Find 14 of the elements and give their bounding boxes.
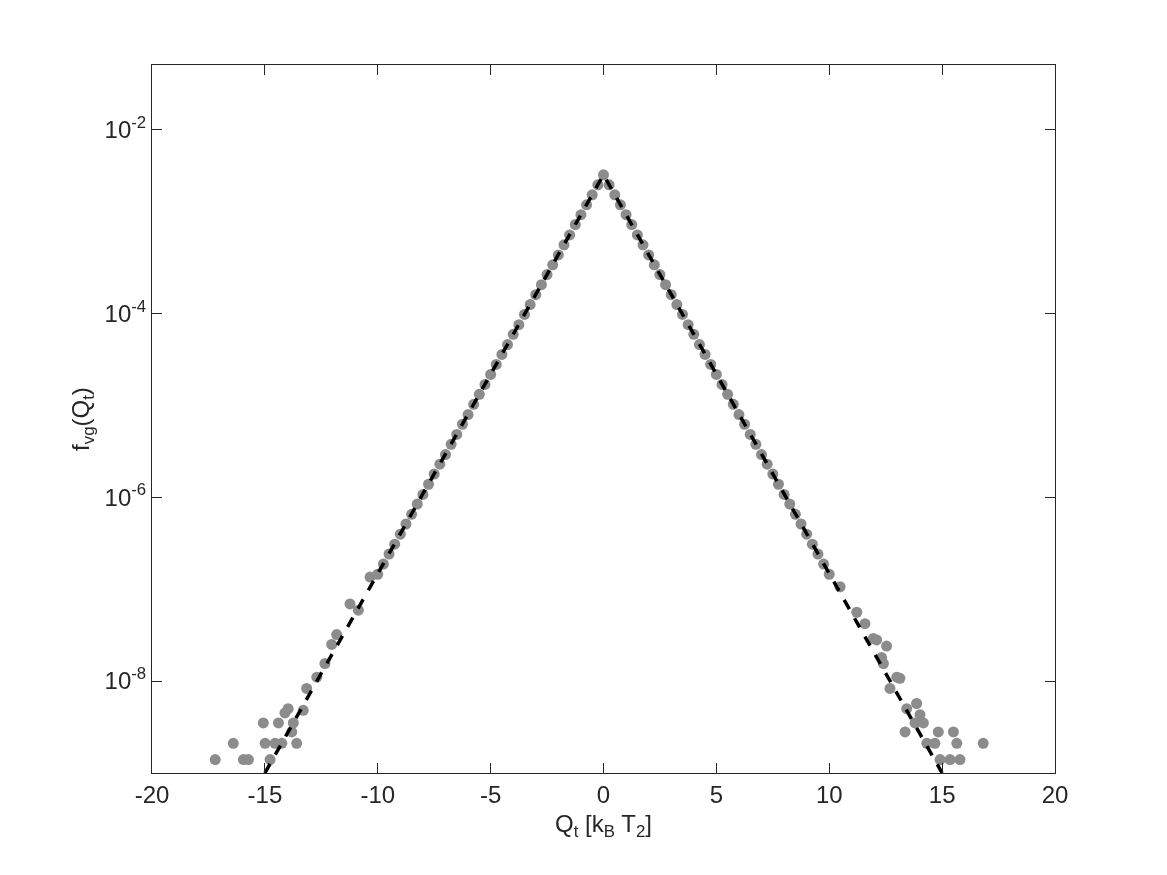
x-tick-label: 15 [928, 780, 956, 808]
y-tick-label: 10$^{-4}$ [104, 296, 147, 327]
y-tick-label: 10$^{-6}$ [104, 480, 147, 511]
x-tick-label: -10 [360, 780, 396, 808]
x-tick-label: 10 [815, 780, 843, 808]
x-tick-label: 20 [1041, 780, 1069, 808]
x-tick-label: -20 [134, 780, 170, 808]
x-tick-label: -5 [479, 780, 502, 808]
y-tick-label: 10$^{-2}$ [104, 112, 147, 143]
x-axis-title: Q$_{t}$ [k$_{B}$ T$_{2}$] [555, 810, 652, 842]
y-tick-label: 10$^{-8}$ [104, 664, 147, 695]
x-tick-label: -15 [247, 780, 283, 808]
x-tick-label: 5 [709, 780, 724, 808]
x-tick-label: 0 [596, 780, 611, 808]
